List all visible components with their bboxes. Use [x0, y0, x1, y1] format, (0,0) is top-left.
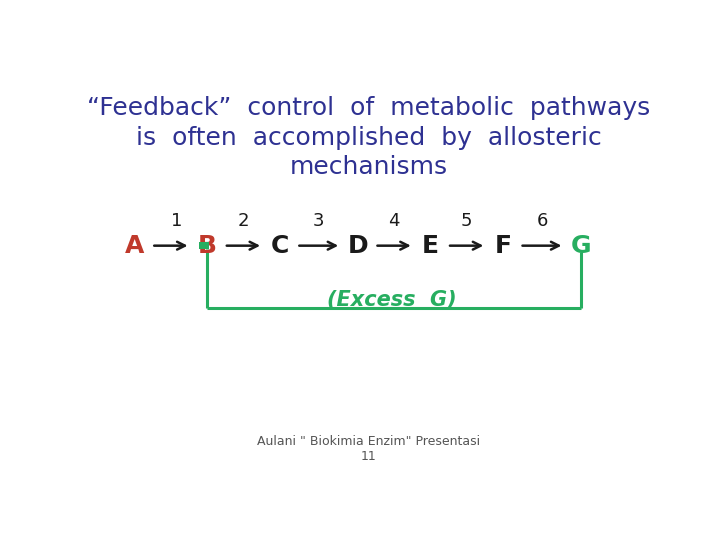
Text: 11: 11 — [361, 450, 377, 463]
Text: D: D — [348, 234, 368, 258]
Text: C: C — [271, 234, 289, 258]
Text: E: E — [422, 234, 439, 258]
Text: “Feedback”  control  of  metabolic  pathways: “Feedback” control of metabolic pathways — [87, 97, 651, 120]
Text: 6: 6 — [536, 212, 548, 230]
Text: 1: 1 — [171, 212, 182, 230]
Text: is  often  accomplished  by  allosteric: is often accomplished by allosteric — [136, 126, 602, 150]
Text: A: A — [125, 234, 144, 258]
Text: 3: 3 — [313, 212, 325, 230]
Text: mechanisms: mechanisms — [290, 154, 448, 179]
Text: (Excess  G): (Excess G) — [326, 290, 456, 310]
Text: F: F — [495, 234, 511, 258]
Bar — [199, 242, 210, 249]
Text: G: G — [571, 234, 591, 258]
Text: 2: 2 — [238, 212, 249, 230]
Text: B: B — [198, 234, 217, 258]
Text: 5: 5 — [461, 212, 472, 230]
Text: Aulani " Biokimia Enzim" Presentasi: Aulani " Biokimia Enzim" Presentasi — [258, 435, 480, 448]
Text: 4: 4 — [388, 212, 400, 230]
